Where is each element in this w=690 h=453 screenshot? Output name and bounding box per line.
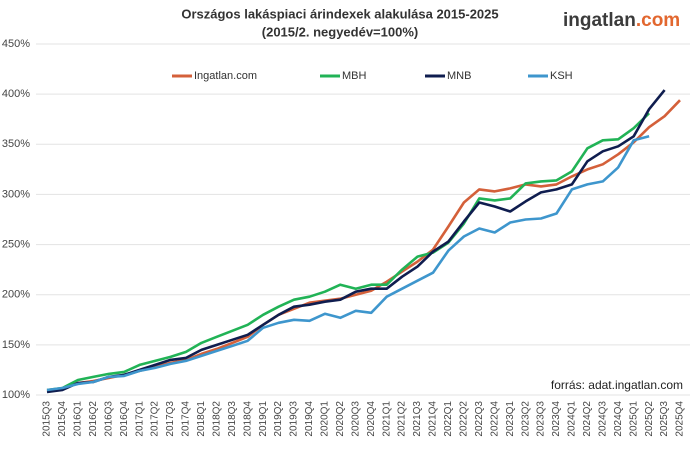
x-tick-label: 2018Q4 xyxy=(242,401,253,437)
series-line xyxy=(46,135,650,392)
series-line xyxy=(46,112,651,392)
x-tick-label: 2020Q3 xyxy=(350,401,361,437)
x-tick-label: 2019Q3 xyxy=(289,401,300,437)
x-tick-label: 2016Q4 xyxy=(119,401,130,437)
legend-label: Ingatlan.com xyxy=(194,70,257,82)
x-tick-label: 2023Q1 xyxy=(505,401,516,437)
logo-suffix: .com xyxy=(636,10,680,31)
x-tick-label: 2018Q2 xyxy=(211,401,222,437)
x-tick-label: 2024Q1 xyxy=(567,401,578,437)
x-tick-label: 2019Q4 xyxy=(304,401,315,437)
x-tick-label: 2020Q1 xyxy=(320,401,331,437)
series-line xyxy=(46,89,666,394)
x-tick-label: 2020Q4 xyxy=(366,401,377,437)
x-tick-label: 2022Q1 xyxy=(443,401,454,437)
x-tick-label: 2021Q3 xyxy=(412,401,423,437)
source-note: forrás: adat.ingatlan.com xyxy=(551,378,683,392)
x-tick-label: 2023Q3 xyxy=(536,401,547,437)
y-tick-label: 200% xyxy=(2,289,30,301)
x-tick-label: 2024Q4 xyxy=(613,401,624,437)
x-tick-label: 2024Q2 xyxy=(582,401,593,437)
y-tick-label: 150% xyxy=(2,339,30,351)
x-tick-label: 2019Q2 xyxy=(273,401,284,437)
chart-title: Országos lakáspiaci árindexek alakulása … xyxy=(181,6,498,21)
legend-label: KSH xyxy=(550,70,573,82)
y-tick-label: 450% xyxy=(2,38,30,50)
y-tick-label: 350% xyxy=(2,138,30,150)
x-tick-label: 2016Q3 xyxy=(103,401,114,437)
x-tick-label: 2015Q4 xyxy=(57,401,68,437)
x-tick-label: 2024Q3 xyxy=(597,401,608,437)
x-tick-label: 2021Q1 xyxy=(381,401,392,437)
legend-label: MBH xyxy=(342,70,367,82)
x-tick-label: 2020Q2 xyxy=(335,401,346,437)
x-tick-label: 2025Q1 xyxy=(628,401,639,437)
legend-label: MNB xyxy=(447,70,471,82)
x-tick-label: 2017Q3 xyxy=(165,401,176,437)
chart-subtitle: (2015/2. negyedév=100%) xyxy=(262,24,418,39)
x-tick-label: 2017Q1 xyxy=(134,401,145,437)
x-tick-label: 2021Q2 xyxy=(397,401,408,437)
x-tick-label: 2021Q4 xyxy=(428,401,439,437)
y-tick-label: 250% xyxy=(2,238,30,250)
x-tick-label: 2016Q1 xyxy=(73,401,84,437)
x-tick-label: 2025Q3 xyxy=(659,401,670,437)
x-tick-label: 2023Q2 xyxy=(520,401,531,437)
x-tick-label: 2022Q4 xyxy=(489,401,500,437)
x-tick-label: 2022Q3 xyxy=(474,401,485,437)
x-tick-label: 2025Q2 xyxy=(644,401,655,437)
x-tick-label: 2023Q4 xyxy=(551,401,562,437)
y-tick-label: 100% xyxy=(2,389,30,401)
x-tick-label: 2025Q4 xyxy=(675,401,686,437)
x-tick-label: 2017Q4 xyxy=(181,401,192,437)
x-tick-label: 2022Q2 xyxy=(458,401,469,437)
x-tick-label: 2018Q1 xyxy=(196,401,207,437)
x-tick-label: 2015Q3 xyxy=(42,401,53,437)
y-tick-label: 400% xyxy=(2,88,30,100)
x-tick-label: 2018Q3 xyxy=(227,401,238,437)
x-tick-label: 2019Q1 xyxy=(258,401,269,437)
y-tick-label: 300% xyxy=(2,188,30,200)
logo-text: ingatlan xyxy=(563,10,636,31)
x-tick-label: 2016Q2 xyxy=(88,401,99,437)
logo: ingatlan.com xyxy=(563,10,680,31)
x-tick-label: 2017Q2 xyxy=(150,401,161,437)
